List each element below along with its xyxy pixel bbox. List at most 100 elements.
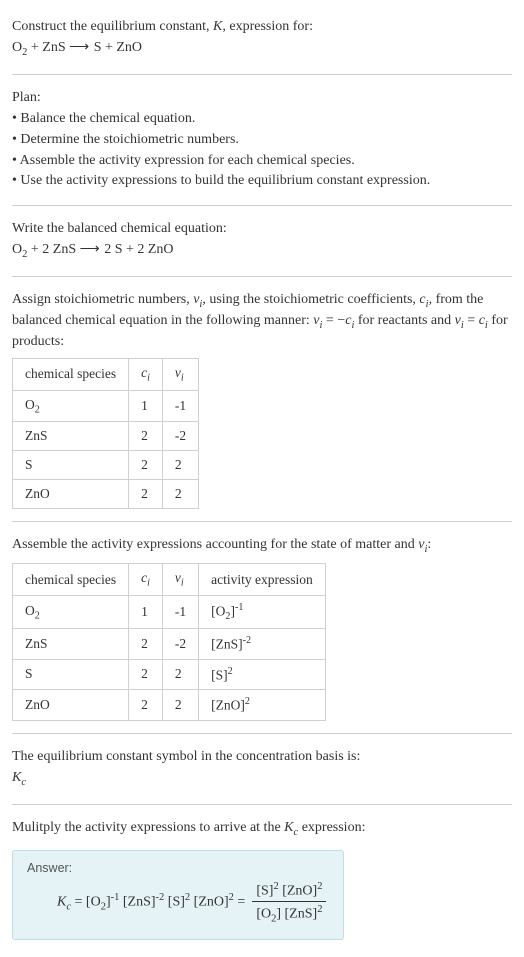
cell-nu: 2 bbox=[163, 690, 199, 721]
cell-c: 2 bbox=[129, 660, 163, 691]
cell-c: 1 bbox=[129, 391, 163, 423]
th-nu: νi bbox=[163, 358, 199, 391]
cell-c: 1 bbox=[129, 596, 163, 629]
assign-text: Assign stoichiometric numbers, νi, using… bbox=[12, 291, 512, 352]
cell-species: ZnS bbox=[12, 422, 129, 451]
table-row: ZnS 2 -2 bbox=[12, 422, 199, 451]
kc-k: K bbox=[57, 895, 66, 910]
intro-text-b: , expression for: bbox=[222, 19, 313, 34]
assign-a: Assign stoichiometric numbers, bbox=[12, 292, 193, 307]
activity-section: Assemble the activity expressions accoun… bbox=[12, 526, 512, 728]
sp-a: S bbox=[25, 457, 33, 472]
cell-c: 2 bbox=[129, 451, 163, 480]
t4b: [ZnO] bbox=[190, 895, 229, 910]
intro-k: K bbox=[213, 19, 222, 34]
table-row: O2 1 -1 [O2]-1 bbox=[12, 596, 326, 629]
kc-sub: c bbox=[21, 776, 26, 787]
kc-lhs: Kc = [O2]-1 [ZnS]-2 [S]2 [ZnO]2 = bbox=[57, 892, 245, 912]
cell-c: 2 bbox=[129, 690, 163, 721]
divider bbox=[12, 205, 512, 206]
den-a: [O bbox=[256, 907, 271, 922]
sp-sub: 2 bbox=[35, 610, 40, 621]
t2x: -2 bbox=[156, 892, 165, 903]
symbol-text: The equilibrium constant symbol in the c… bbox=[12, 748, 512, 767]
cell-nu: 2 bbox=[163, 451, 199, 480]
plan-b3: • Assemble the activity expression for e… bbox=[12, 152, 512, 171]
act-exp: 2 bbox=[228, 666, 233, 677]
num-b-exp: 2 bbox=[317, 881, 322, 892]
assign-e: = − bbox=[322, 313, 345, 328]
cell-c: 2 bbox=[129, 480, 163, 509]
divider bbox=[12, 74, 512, 75]
activity-table: chemical species ci νi activity expressi… bbox=[12, 563, 326, 720]
intro-section: Construct the equilibrium constant, K, e… bbox=[12, 8, 512, 70]
final-b: expression: bbox=[298, 820, 365, 835]
final-k: K bbox=[284, 820, 293, 835]
answer-box: Answer: Kc = [O2]-1 [ZnS]-2 [S]2 [ZnO]2 … bbox=[12, 850, 344, 940]
th-nu-i: i bbox=[181, 578, 184, 589]
kc-denominator: [O2] [ZnS]2 bbox=[252, 902, 326, 924]
act-exp: 2 bbox=[245, 696, 250, 707]
intro-text-a: Construct the equilibrium constant, bbox=[12, 19, 213, 34]
act-b: [ZnO] bbox=[211, 698, 245, 713]
th-c: ci bbox=[129, 563, 163, 596]
final-text: Mulitply the activity expressions to arr… bbox=[12, 819, 512, 840]
act-exp: -2 bbox=[243, 635, 251, 646]
th-c-i: i bbox=[147, 373, 150, 384]
assign-section: Assign stoichiometric numbers, νi , using… bbox=[12, 281, 512, 517]
cell-nu: 2 bbox=[163, 480, 199, 509]
th-c-i: i bbox=[147, 578, 150, 589]
eq-plus: + ZnS bbox=[27, 40, 69, 55]
assign-b: , using the stoichiometric coefficients, bbox=[202, 292, 419, 307]
assign-table: chemical species ci νi O2 1 -1 ZnS 2 -2 … bbox=[12, 358, 199, 509]
act-b: [O bbox=[211, 604, 225, 619]
symbol-kc: Kc bbox=[12, 769, 512, 790]
act-a: Assemble the activity expressions accoun… bbox=[12, 537, 418, 552]
sp-a: O bbox=[25, 603, 35, 618]
table-row: S 2 2 bbox=[12, 451, 199, 480]
divider bbox=[12, 521, 512, 522]
act-b: [ZnS] bbox=[211, 637, 243, 652]
kc-expression: Kc = [O2]-1 [ZnS]-2 [S]2 [ZnO]2 = [S]2 [… bbox=[27, 881, 329, 925]
final-a: Mulitply the activity expressions to arr… bbox=[12, 820, 284, 835]
eq-arrow: ⟶ bbox=[69, 40, 90, 55]
th-species: chemical species bbox=[12, 358, 129, 391]
divider bbox=[12, 804, 512, 805]
cell-activity: [S]2 bbox=[199, 660, 326, 691]
sp-a: ZnO bbox=[25, 697, 50, 712]
divider bbox=[12, 276, 512, 277]
plan-b4: • Use the activity expressions to build … bbox=[12, 172, 512, 191]
th-nu-i: i bbox=[181, 373, 184, 384]
cell-species: O2 bbox=[12, 596, 129, 629]
cell-activity: [O2]-1 bbox=[199, 596, 326, 629]
cell-activity: [ZnO]2 bbox=[199, 690, 326, 721]
cell-species: ZnO bbox=[12, 690, 129, 721]
cell-nu: -1 bbox=[163, 391, 199, 423]
activity-text: Assemble the activity expressions accoun… bbox=[12, 536, 512, 557]
assign-f: for reactants and bbox=[354, 313, 454, 328]
beq-a: O bbox=[12, 242, 22, 257]
eq2: = bbox=[234, 895, 245, 910]
cell-species: S bbox=[12, 451, 129, 480]
sp-a: S bbox=[25, 666, 33, 681]
th-species: chemical species bbox=[12, 563, 129, 596]
assign-g: = bbox=[464, 313, 479, 328]
th-activity: activity expression bbox=[199, 563, 326, 596]
final-section: Mulitply the activity expressions to arr… bbox=[12, 809, 512, 948]
table-header-row: chemical species ci νi activity expressi… bbox=[12, 563, 326, 596]
balanced-section: Write the balanced chemical equation: O2… bbox=[12, 210, 512, 272]
eq-o: O bbox=[12, 40, 22, 55]
cell-nu: -1 bbox=[163, 596, 199, 629]
sp-a: O bbox=[25, 397, 35, 412]
answer-label: Answer: bbox=[27, 861, 329, 875]
num-b: [ZnO] bbox=[279, 883, 318, 898]
cell-c: 2 bbox=[129, 629, 163, 660]
sp-a: ZnS bbox=[25, 636, 48, 651]
table-row: S 2 2 [S]2 bbox=[12, 660, 326, 691]
plan-b2: • Determine the stoichiometric numbers. bbox=[12, 131, 512, 150]
kc-numerator: [S]2 [ZnO]2 bbox=[252, 881, 326, 903]
th-c: ci bbox=[129, 358, 163, 391]
plan-b1: • Balance the chemical equation. bbox=[12, 110, 512, 129]
cell-nu: 2 bbox=[163, 660, 199, 691]
kc-eq: = bbox=[71, 895, 86, 910]
